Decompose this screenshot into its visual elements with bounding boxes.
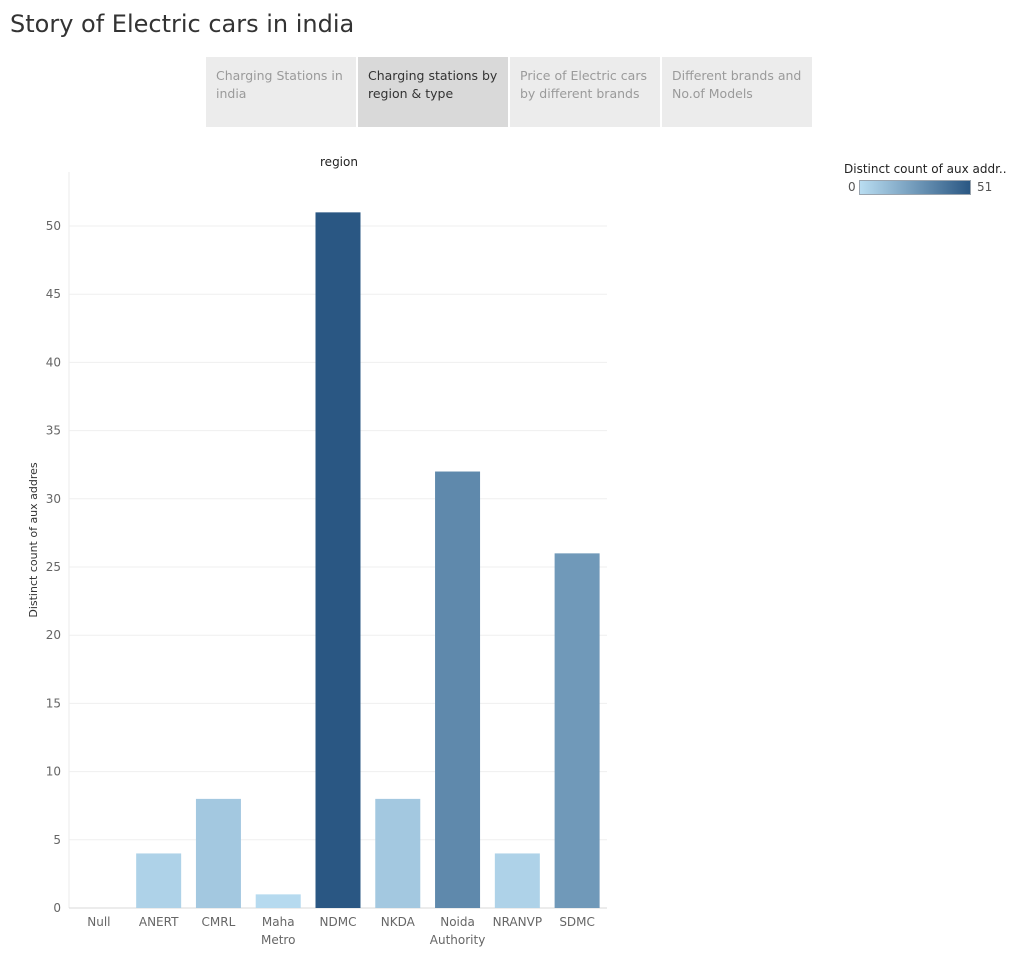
x-tick-label: NDMC xyxy=(320,915,357,929)
tab-label: Price of Electric cars by different bran… xyxy=(520,68,647,101)
bar-chart: 0 5 10 15 20 25 30 35 40 45 50 Null ANERT CMRL Maha Me… xyxy=(27,155,607,947)
x-tick-labels: Null ANERT CMRL Maha Metro NDMC NKDA Noida Autho… xyxy=(87,915,595,947)
tab-charging-stations-by-region[interactable]: Charging stations by region & type xyxy=(358,57,508,127)
y-tick-label: 5 xyxy=(53,833,61,847)
tab-label: Charging stations by region & type xyxy=(368,68,498,101)
bars xyxy=(136,212,600,909)
y-tick-label: 10 xyxy=(46,765,61,779)
tab-label: Charging Stations in india xyxy=(216,68,343,101)
y-tick-label: 30 xyxy=(46,492,61,506)
color-legend: Distinct count of aux addr.. 0 51 xyxy=(844,162,1007,196)
bar[interactable] xyxy=(494,853,540,908)
bar[interactable] xyxy=(375,798,421,908)
bar[interactable] xyxy=(195,798,241,908)
bar[interactable] xyxy=(255,894,301,908)
y-tick-label: 0 xyxy=(53,901,61,915)
x-tick-label: CMRL xyxy=(202,915,236,929)
y-axis-title: Distinct count of aux addres xyxy=(27,462,40,618)
x-tick-label: ANERT xyxy=(139,915,179,929)
tab-brands-and-models[interactable]: Different brands and No.of Models xyxy=(662,57,812,127)
y-tick-label: 25 xyxy=(46,560,61,574)
x-tick-label: NKDA xyxy=(381,915,416,929)
y-tick-label: 45 xyxy=(46,287,61,301)
bar[interactable] xyxy=(435,471,481,908)
bar[interactable] xyxy=(554,553,600,908)
bar[interactable] xyxy=(315,212,361,909)
x-tick-label: Noida xyxy=(440,915,475,929)
chart-header: region xyxy=(320,155,358,169)
tab-price-by-brand[interactable]: Price of Electric cars by different bran… xyxy=(510,57,660,127)
legend-min-label: 0 xyxy=(848,180,856,194)
x-tick-label: NRANVP xyxy=(493,915,542,929)
bar[interactable] xyxy=(136,853,182,908)
x-tick-label: Metro xyxy=(261,933,295,947)
tab-charging-stations-in-india[interactable]: Charging Stations in india xyxy=(206,57,356,127)
x-tick-label: Null xyxy=(87,915,110,929)
x-tick-label: Maha xyxy=(262,915,295,929)
legend-title: Distinct count of aux addr.. xyxy=(844,162,1007,176)
legend-scale: 0 51 xyxy=(844,180,1004,196)
x-tick-label: Authority xyxy=(430,933,486,947)
y-tick-label: 20 xyxy=(46,628,61,642)
story-tabs: Charging Stations in india Charging stat… xyxy=(206,57,812,127)
x-tick-label: SDMC xyxy=(559,915,595,929)
y-tick-label: 50 xyxy=(46,219,61,233)
y-tick-label: 40 xyxy=(46,355,61,369)
y-tick-label: 35 xyxy=(46,424,61,438)
legend-max-label: 51 xyxy=(977,180,993,194)
y-tick-labels: 0 5 10 15 20 25 30 35 40 45 50 xyxy=(46,219,61,915)
y-tick-label: 15 xyxy=(46,696,61,710)
legend-gradient-bar xyxy=(859,180,971,195)
tab-label: Different brands and No.of Models xyxy=(672,68,802,101)
story-title: Story of Electric cars in india xyxy=(10,10,355,38)
